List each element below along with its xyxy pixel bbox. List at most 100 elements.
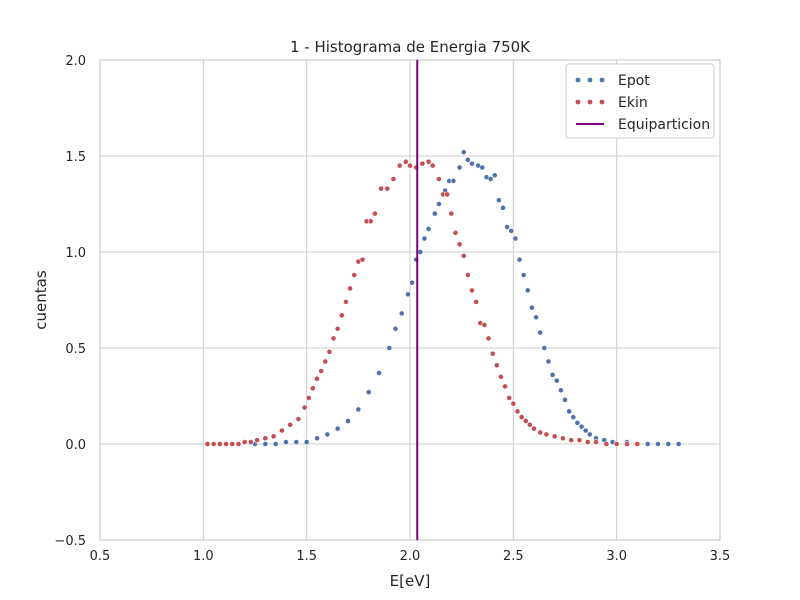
data-point-epot (586, 431, 593, 438)
data-point-epot (566, 408, 573, 415)
data-point-epot (355, 406, 362, 413)
data-point-epot (421, 235, 428, 242)
data-point-epot (553, 377, 560, 384)
x-tick-label: 1.0 (193, 549, 214, 564)
data-point-epot (512, 235, 519, 242)
data-point-epot (460, 149, 467, 156)
data-point-ekin (502, 383, 508, 390)
data-point-epot (516, 256, 523, 263)
data-point-epot (487, 176, 494, 182)
series-layer (204, 60, 682, 540)
data-point-epot (409, 279, 415, 286)
data-point-epot (345, 418, 351, 424)
data-point-epot (398, 310, 405, 317)
data-point-ekin (371, 210, 378, 217)
data-point-ekin (489, 350, 496, 357)
data-point-ekin (419, 160, 426, 167)
data-point-ekin (247, 439, 254, 445)
data-point-ekin (322, 358, 329, 365)
data-point-epot (469, 160, 475, 167)
data-point-epot (456, 164, 463, 171)
data-point-ekin (510, 400, 517, 407)
data-point-epot (464, 156, 471, 163)
data-point-ekin (543, 431, 550, 438)
data-point-ekin (576, 437, 583, 444)
data-point-ekin (537, 429, 544, 436)
data-point-ekin (396, 162, 403, 169)
data-point-epot (529, 304, 535, 311)
data-point-epot (574, 419, 581, 426)
data-point-epot (417, 249, 424, 255)
data-point-ekin (526, 421, 533, 428)
y-tick-label: 1.5 (65, 150, 86, 165)
x-tick-label: 0.5 (90, 549, 111, 564)
data-point-ekin (498, 373, 504, 380)
data-point-epot (545, 358, 552, 365)
data-point-ekin (359, 256, 366, 263)
data-point-ekin (278, 427, 285, 434)
data-point-ekin (522, 418, 529, 424)
data-point-ekin (436, 176, 442, 182)
data-point-epot (495, 197, 502, 204)
data-point-ekin (514, 408, 521, 415)
data-point-ekin (448, 210, 455, 217)
chart-title: 1 - Histograma de Energia 750K (290, 38, 531, 56)
data-point-epot (405, 291, 411, 298)
data-point-epot (262, 441, 269, 447)
data-point-ekin (584, 439, 591, 445)
data-point-ekin (506, 395, 513, 401)
data-point-ekin (378, 185, 384, 192)
legend-marker-epot (575, 77, 605, 83)
data-point-ekin (216, 441, 223, 447)
data-point-ekin (287, 421, 294, 428)
data-point-ekin (343, 299, 349, 305)
data-point-epot (582, 427, 589, 434)
data-point-epot (533, 314, 539, 321)
plot-border (99, 59, 721, 541)
data-point-epot (578, 423, 585, 430)
data-point-epot (436, 201, 442, 207)
y-tick-label: 2.0 (65, 54, 86, 69)
data-point-epot (293, 439, 300, 445)
x-axis-label: E[eV] (390, 572, 431, 590)
series-epot (252, 149, 682, 447)
data-point-ekin (223, 441, 229, 447)
data-point-ekin (469, 287, 475, 294)
data-point-epot (665, 441, 672, 447)
y-tick-label: −0.5 (54, 534, 86, 549)
x-tick-label: 1.5 (296, 549, 317, 564)
data-point-ekin (613, 441, 620, 447)
data-point-ekin (402, 158, 409, 165)
data-point-epot (450, 178, 457, 184)
data-point-epot (479, 164, 486, 171)
data-point-epot (365, 389, 372, 396)
legend: Epot Ekin Equiparticion (565, 63, 715, 139)
x-tick-label: 3.5 (710, 549, 731, 564)
data-point-ekin (456, 241, 463, 248)
legend-label-ekin: Ekin (618, 95, 648, 111)
data-point-ekin (560, 435, 566, 442)
data-point-ekin (473, 299, 480, 305)
data-point-ekin (531, 425, 537, 432)
data-point-epot (500, 204, 506, 211)
data-point-ekin (235, 441, 242, 447)
data-point-ekin (347, 285, 353, 292)
legend-box (565, 63, 715, 139)
data-point-epot (644, 441, 651, 447)
legend-marker-ekin (575, 99, 605, 105)
y-tick-labels: −0.5 0.0 0.5 1.0 1.5 2.0 (54, 54, 86, 549)
data-point-ekin (270, 433, 277, 440)
data-point-ekin (338, 312, 345, 319)
data-point-ekin (229, 441, 236, 447)
data-point-ekin (593, 439, 599, 445)
data-point-epot (562, 396, 568, 403)
data-point-ekin (334, 325, 341, 332)
data-point-ekin (460, 252, 467, 259)
data-point-ekin (407, 162, 413, 169)
data-point-epot (524, 287, 531, 294)
data-point-ekin (326, 348, 333, 355)
data-point-ekin (493, 362, 500, 369)
data-point-ekin (314, 375, 320, 382)
data-point-ekin (518, 414, 525, 421)
data-point-ekin (390, 176, 397, 182)
